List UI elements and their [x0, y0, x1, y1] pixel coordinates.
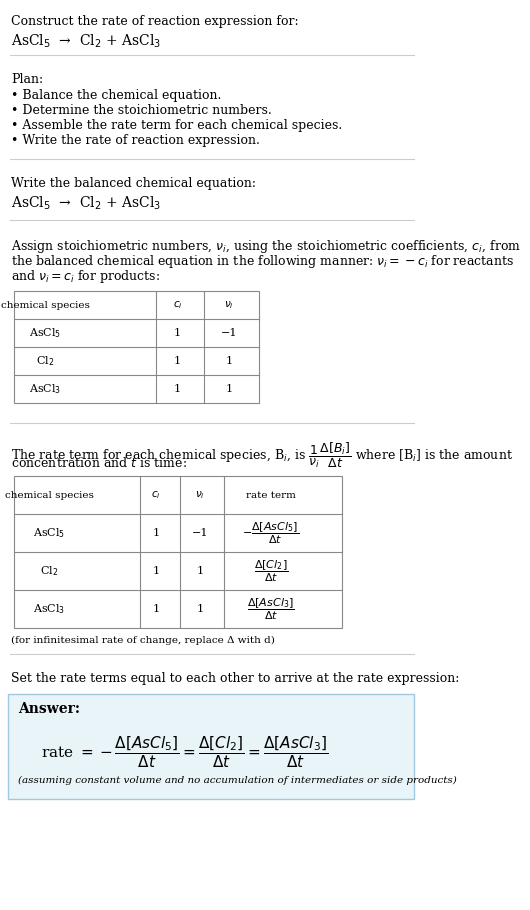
Text: $\nu_i$: $\nu_i$ [224, 299, 234, 311]
Text: Construct the rate of reaction expression for:: Construct the rate of reaction expressio… [11, 15, 299, 28]
Text: • Write the rate of reaction expression.: • Write the rate of reaction expression. [11, 134, 260, 147]
Text: −1: −1 [191, 528, 208, 538]
Text: Write the balanced chemical equation:: Write the balanced chemical equation: [11, 177, 257, 190]
Text: Assign stoichiometric numbers, $\nu_i$, using the stoichiometric coefficients, $: Assign stoichiometric numbers, $\nu_i$, … [11, 238, 521, 255]
Text: 1: 1 [174, 384, 181, 394]
Text: AsCl$_5$: AsCl$_5$ [29, 326, 61, 340]
Text: • Assemble the rate term for each chemical species.: • Assemble the rate term for each chemic… [11, 119, 342, 132]
Text: • Balance the chemical equation.: • Balance the chemical equation. [11, 89, 222, 102]
Text: The rate term for each chemical species, B$_i$, is $\dfrac{1}{\nu_i}\dfrac{\Delt: The rate term for each chemical species,… [11, 441, 514, 470]
Text: 1: 1 [196, 566, 204, 576]
Text: AsCl$_5$  →  Cl$_2$ + AsCl$_3$: AsCl$_5$ → Cl$_2$ + AsCl$_3$ [11, 33, 162, 50]
Text: $\nu_i$: $\nu_i$ [195, 489, 205, 500]
Text: (assuming constant volume and no accumulation of intermediates or side products): (assuming constant volume and no accumul… [17, 776, 456, 785]
Text: Set the rate terms equal to each other to arrive at the rate expression:: Set the rate terms equal to each other t… [11, 672, 460, 685]
Text: 1: 1 [226, 384, 233, 394]
Text: Plan:: Plan: [11, 73, 43, 86]
Text: chemical species: chemical species [5, 490, 94, 500]
Text: AsCl$_5$: AsCl$_5$ [33, 526, 65, 540]
Text: $c_i$: $c_i$ [173, 299, 182, 311]
Text: $\dfrac{\Delta[AsCl_3]}{\Delta t}$: $\dfrac{\Delta[AsCl_3]}{\Delta t}$ [247, 596, 295, 622]
Text: rate $= -\dfrac{\Delta[AsCl_5]}{\Delta t} = \dfrac{\Delta[Cl_2]}{\Delta t} = \df: rate $= -\dfrac{\Delta[AsCl_5]}{\Delta t… [41, 734, 329, 770]
FancyBboxPatch shape [8, 694, 413, 799]
Text: concentration and $t$ is time:: concentration and $t$ is time: [11, 456, 187, 470]
Text: 1: 1 [226, 356, 233, 366]
Text: the balanced chemical equation in the following manner: $\nu_i = -c_i$ for react: the balanced chemical equation in the fo… [11, 253, 515, 270]
Text: $\dfrac{\Delta[Cl_2]}{\Delta t}$: $\dfrac{\Delta[Cl_2]}{\Delta t}$ [254, 558, 288, 583]
Text: 1: 1 [153, 604, 160, 614]
Text: (for infinitesimal rate of change, replace Δ with d): (for infinitesimal rate of change, repla… [11, 636, 275, 645]
Text: 1: 1 [174, 328, 181, 338]
Text: AsCl$_5$  →  Cl$_2$ + AsCl$_3$: AsCl$_5$ → Cl$_2$ + AsCl$_3$ [11, 195, 162, 212]
Text: rate term: rate term [246, 490, 296, 500]
Text: −1: −1 [221, 328, 237, 338]
Text: 1: 1 [174, 356, 181, 366]
Text: $c_i$: $c_i$ [152, 489, 161, 500]
Text: Cl$_2$: Cl$_2$ [40, 564, 58, 578]
FancyBboxPatch shape [14, 476, 342, 628]
Text: and $\nu_i = c_i$ for products:: and $\nu_i = c_i$ for products: [11, 268, 161, 285]
Text: • Determine the stoichiometric numbers.: • Determine the stoichiometric numbers. [11, 104, 272, 117]
FancyBboxPatch shape [14, 291, 259, 403]
Text: chemical species: chemical species [1, 300, 90, 309]
Text: 1: 1 [196, 604, 204, 614]
Text: AsCl$_3$: AsCl$_3$ [29, 382, 61, 396]
Text: $-\dfrac{\Delta[AsCl_5]}{\Delta t}$: $-\dfrac{\Delta[AsCl_5]}{\Delta t}$ [243, 521, 299, 546]
Text: 1: 1 [153, 566, 160, 576]
Text: AsCl$_3$: AsCl$_3$ [33, 602, 65, 616]
Text: 1: 1 [153, 528, 160, 538]
Text: Answer:: Answer: [17, 702, 80, 716]
Text: Cl$_2$: Cl$_2$ [36, 354, 55, 368]
